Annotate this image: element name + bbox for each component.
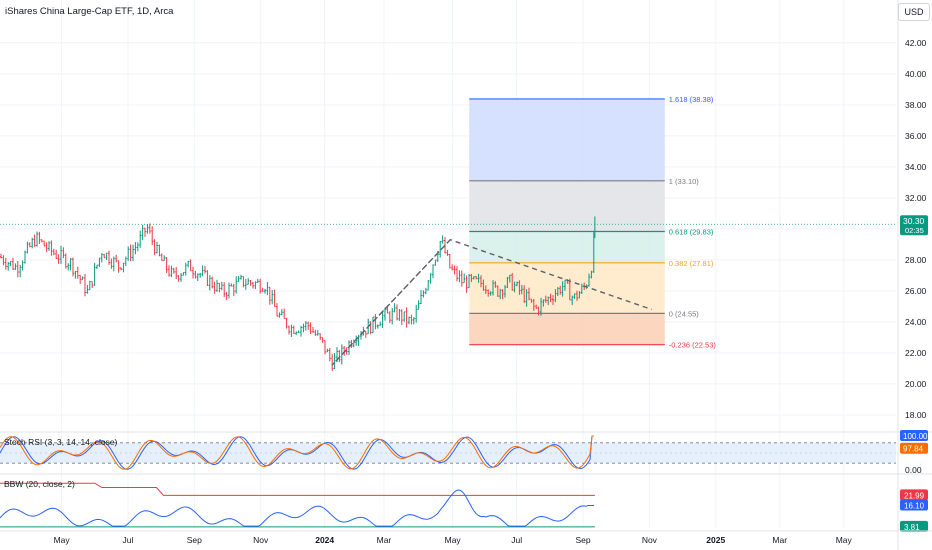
- y-tick-label: 40.00: [905, 69, 927, 79]
- x-tick-label: May: [445, 535, 462, 545]
- y-tick-label: 38.00: [905, 100, 927, 110]
- y-tick-label: 24.00: [905, 317, 927, 327]
- bbw-label: BBW (20, close, 2): [4, 479, 75, 489]
- x-tick-label: 2025: [706, 535, 725, 545]
- x-tick-label: Jul: [123, 535, 134, 545]
- y-tick-label: 34.00: [905, 162, 927, 172]
- bbw-highest-line: [0, 482, 595, 496]
- y-tick-label: 20.00: [905, 379, 927, 389]
- x-tick-label: Mar: [772, 535, 787, 545]
- bbw-highest-badge: [900, 489, 928, 501]
- stoch-rsi-label: Stoch RSI (3, 3, 14, 14, close): [4, 437, 118, 447]
- bbw-bbw-value: 16.10: [904, 502, 925, 511]
- stoch-y-tick: 0.00: [905, 465, 922, 475]
- fib-level-label: 1.618 (38.38): [669, 95, 714, 104]
- stoch-k-badge: [900, 430, 928, 441]
- bbw-lowest-value: 3.81: [904, 523, 920, 532]
- x-tick-label: May: [836, 535, 853, 545]
- bbw-lowest-badge: [900, 520, 928, 532]
- currency-button[interactable]: USD: [898, 3, 930, 21]
- x-tick-label: Mar: [377, 535, 392, 545]
- fib-level-label: 0 (24.55): [669, 309, 700, 318]
- y-tick-label: 26.00: [905, 286, 927, 296]
- fib-zone: [469, 231, 665, 263]
- stoch-band: [0, 442, 896, 464]
- fib-level-label: 1 (33.10): [669, 177, 700, 186]
- x-tick-label: Sep: [187, 535, 202, 545]
- y-tick-label: 42.00: [905, 38, 927, 48]
- last-price-badge: [900, 215, 928, 236]
- bbw-bbw-badge: [900, 499, 928, 511]
- x-tick-label: May: [54, 535, 71, 545]
- fib-zone: [469, 180, 665, 232]
- chart-title: iShares China Large-Cap ETF, 1D, Arca: [5, 6, 174, 17]
- y-tick-label: 18.00: [905, 410, 927, 420]
- y-tick-label: 28.00: [905, 255, 927, 265]
- fib-zone: [469, 313, 665, 345]
- stoch-line-d: [0, 435, 594, 470]
- last-price-countdown: 02:35: [905, 226, 924, 235]
- x-tick-label: Jul: [511, 535, 522, 545]
- x-tick-label: Nov: [642, 535, 658, 545]
- trend-line: [331, 238, 652, 366]
- fib-level-label: 0.618 (29.83): [669, 228, 714, 237]
- y-tick-label: 22.00: [905, 348, 927, 358]
- bbw-line: [0, 489, 594, 527]
- stoch-d-value: 97.84: [903, 445, 924, 454]
- stoch-k-value: 100.00: [903, 432, 928, 441]
- fib-level-label: -0.236 (22.53): [669, 341, 717, 350]
- x-tick-label: 2024: [315, 535, 334, 545]
- fib-zone: [469, 98, 665, 181]
- fib-zone: [469, 262, 665, 314]
- bbw-highest-value: 21.99: [904, 491, 925, 500]
- last-price-value: 30.30: [903, 216, 925, 226]
- y-tick-label: 36.00: [905, 131, 927, 141]
- stoch-d-badge: [900, 442, 928, 454]
- fib-level-label: 0.382 (27.81): [669, 259, 714, 268]
- x-tick-label: Sep: [575, 535, 590, 545]
- x-tick-label: Nov: [253, 535, 269, 545]
- y-tick-label: 32.00: [905, 193, 927, 203]
